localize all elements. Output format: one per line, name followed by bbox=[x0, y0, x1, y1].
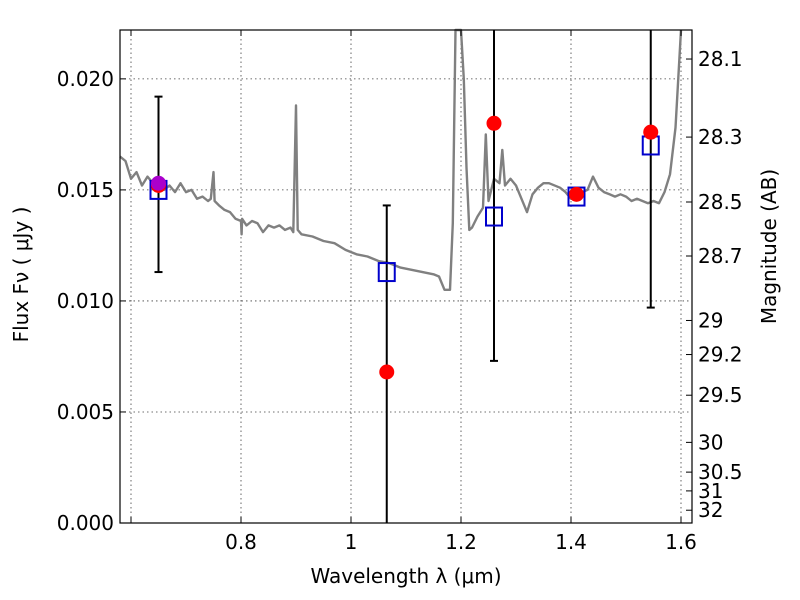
spectrum-series bbox=[119, 28, 683, 291]
y-axis-title: Flux Fν ( μJy ) bbox=[9, 207, 33, 343]
magnitude-tick-label: 29 bbox=[698, 308, 723, 332]
measured-point bbox=[379, 364, 395, 380]
magnitude-tick-label: 30 bbox=[698, 430, 723, 454]
y-tick-label: 0.015 bbox=[57, 178, 114, 202]
x-tick-label: 1.4 bbox=[555, 530, 587, 554]
grid-lines bbox=[120, 30, 692, 524]
magnitude-tick-label: 32 bbox=[698, 498, 723, 522]
y-tick-label: 0.020 bbox=[57, 67, 114, 91]
magnitude-tick-label: 29.2 bbox=[698, 343, 743, 367]
measured-point bbox=[643, 124, 659, 140]
magnitude-tick-label: 29.5 bbox=[698, 383, 743, 407]
y-tick-label: 0.000 bbox=[57, 511, 114, 535]
measured-point bbox=[486, 115, 502, 131]
x-tick-label: 1.6 bbox=[665, 530, 697, 554]
measured-flux-series bbox=[151, 115, 659, 380]
model-square bbox=[485, 206, 503, 227]
x-tick-label: 1.2 bbox=[445, 530, 477, 554]
annotation-markers bbox=[151, 175, 166, 191]
y-tick-label: 0.005 bbox=[57, 400, 114, 424]
magnitude-tick-label: 28.3 bbox=[698, 125, 743, 149]
error-bars bbox=[154, 30, 655, 523]
y-axis-ticks: 0.000 0.005 0.010 0.015 0.020 bbox=[57, 67, 126, 535]
x-tick-label: 0.8 bbox=[225, 530, 257, 554]
magnitude-tick-label: 30.5 bbox=[698, 460, 743, 484]
magnitude-tick-label: 28.7 bbox=[698, 244, 743, 268]
model-square bbox=[377, 262, 396, 283]
model-flux-series bbox=[149, 135, 660, 283]
highlight-marker bbox=[151, 175, 166, 191]
y-tick-label: 0.010 bbox=[57, 289, 114, 313]
magnitude-axis-title: Magnitude (AB) bbox=[757, 169, 781, 324]
spectrum-line bbox=[119, 28, 683, 291]
plot-frame bbox=[119, 29, 693, 524]
magnitude-tick-label: 28.1 bbox=[698, 47, 743, 71]
measured-point bbox=[569, 186, 584, 202]
magnitude-tick-label: 28.5 bbox=[698, 190, 743, 214]
x-axis-title: Wavelength λ (μm) bbox=[310, 564, 501, 588]
magnitude-tick-label: 31 bbox=[698, 479, 723, 503]
x-tick-label: 1 bbox=[345, 530, 358, 554]
x-axis-ticks: 0.8 1 1.2 1.4 1.6 bbox=[130, 30, 697, 554]
